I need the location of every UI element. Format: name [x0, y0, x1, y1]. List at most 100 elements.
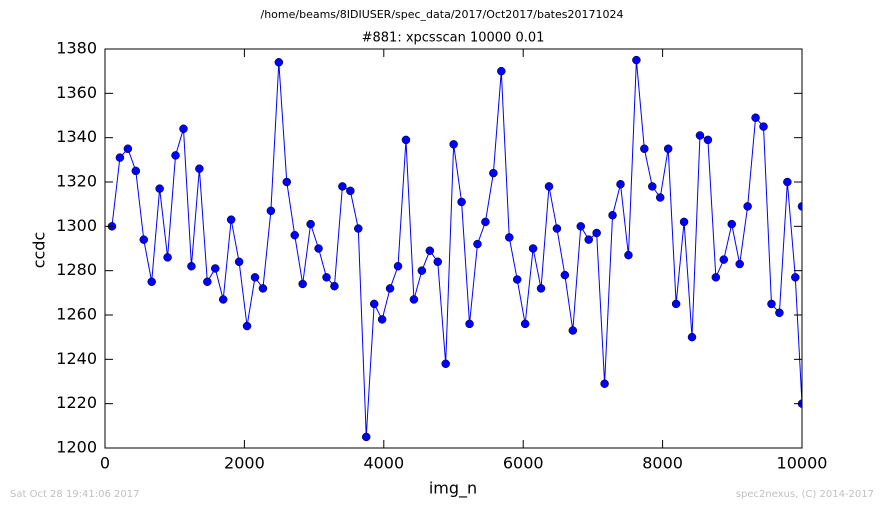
x-tick-label: 4000 — [363, 454, 404, 473]
data-point — [361, 432, 371, 442]
data-point — [663, 144, 673, 153]
data-point — [759, 122, 768, 131]
data-point — [314, 244, 323, 253]
data-point — [369, 299, 379, 309]
data-point — [751, 113, 760, 122]
x-tick-label: 2000 — [224, 454, 265, 473]
data-point — [735, 259, 744, 269]
data-point — [441, 359, 450, 369]
data-point — [576, 222, 586, 231]
data-point — [727, 219, 736, 229]
data-point — [401, 135, 411, 145]
y-tick-label: 1300 — [56, 216, 97, 235]
data-point — [528, 244, 538, 253]
data-point — [719, 255, 729, 264]
data-point — [147, 277, 156, 286]
data-point — [648, 182, 657, 191]
data-point — [195, 164, 204, 173]
y-tick-label: 1360 — [56, 83, 97, 102]
data-point — [258, 284, 268, 293]
data-point — [512, 275, 522, 284]
data-point — [560, 270, 570, 280]
data-point — [377, 315, 387, 324]
data-point — [218, 295, 228, 304]
data-point — [703, 135, 713, 145]
y-tick-label: 1340 — [56, 127, 97, 146]
data-point — [679, 217, 689, 227]
data-point — [624, 250, 633, 260]
data-point — [600, 379, 609, 388]
data-point — [322, 273, 331, 282]
data-point — [171, 151, 180, 160]
data-point — [425, 246, 435, 255]
data-point — [505, 233, 514, 242]
data-point — [139, 235, 149, 244]
data-point — [767, 299, 776, 309]
data-point — [226, 215, 236, 224]
data-point — [520, 319, 530, 329]
data-point — [797, 202, 802, 211]
data-point — [203, 277, 212, 286]
data-point — [266, 206, 276, 216]
x-tick-label: 10000 — [777, 454, 828, 473]
y-tick-label: 1200 — [56, 438, 97, 457]
data-point — [115, 153, 125, 162]
data-point — [536, 284, 546, 293]
data-point — [354, 224, 363, 233]
data-point — [290, 230, 299, 240]
data-point — [242, 321, 252, 331]
data-point — [330, 281, 339, 291]
data-point — [306, 219, 315, 229]
data-point — [775, 308, 784, 318]
data-point — [346, 186, 355, 196]
y-axis-label: ccdc — [30, 232, 49, 269]
data-point — [497, 66, 506, 76]
data-point — [616, 179, 625, 189]
data-point — [187, 261, 196, 271]
data-point — [608, 211, 617, 220]
data-point — [250, 273, 260, 282]
data-point — [632, 55, 641, 65]
data-point — [409, 295, 419, 304]
data-point — [791, 273, 800, 282]
data-point — [123, 144, 133, 153]
plot-frame — [104, 48, 803, 449]
data-line — [111, 60, 802, 437]
data-point — [584, 235, 593, 244]
data-point — [481, 217, 490, 227]
data-point — [298, 279, 307, 289]
y-tick-label: 1380 — [56, 39, 97, 58]
data-point — [449, 140, 458, 149]
data-point — [163, 253, 172, 262]
x-tick-label: 6000 — [503, 454, 544, 473]
data-point — [282, 177, 292, 187]
data-point — [457, 197, 466, 207]
data-point — [640, 144, 649, 153]
data-point — [743, 202, 752, 211]
data-point — [671, 299, 681, 309]
data-point — [473, 239, 482, 249]
x-axis-label: img_n — [429, 479, 477, 499]
data-point — [783, 177, 792, 187]
y-tick-label: 1260 — [56, 305, 97, 324]
data-point — [695, 131, 705, 140]
y-tick-label: 1280 — [56, 260, 97, 279]
data-point — [131, 166, 141, 176]
data-point — [568, 326, 578, 335]
footer-right: spec2nexus, (C) 2014-2017 — [736, 489, 874, 500]
data-point — [211, 264, 220, 273]
y-tick-label: 1220 — [56, 393, 97, 412]
data-point — [179, 124, 188, 134]
x-tick-label: 8000 — [642, 454, 683, 473]
chart-title: #881: xpcsscan 10000 0.01 — [362, 31, 545, 46]
suptitle: /home/beams/8IDIUSER/spec_data/2017/Oct2… — [261, 8, 624, 21]
data-point — [655, 193, 665, 202]
data-point — [417, 266, 427, 275]
data-point — [433, 257, 442, 267]
data-point — [274, 58, 284, 67]
x-tick-label: 0 — [100, 454, 110, 473]
data-point — [687, 332, 697, 342]
data-point — [544, 182, 554, 191]
data-point — [385, 284, 395, 293]
